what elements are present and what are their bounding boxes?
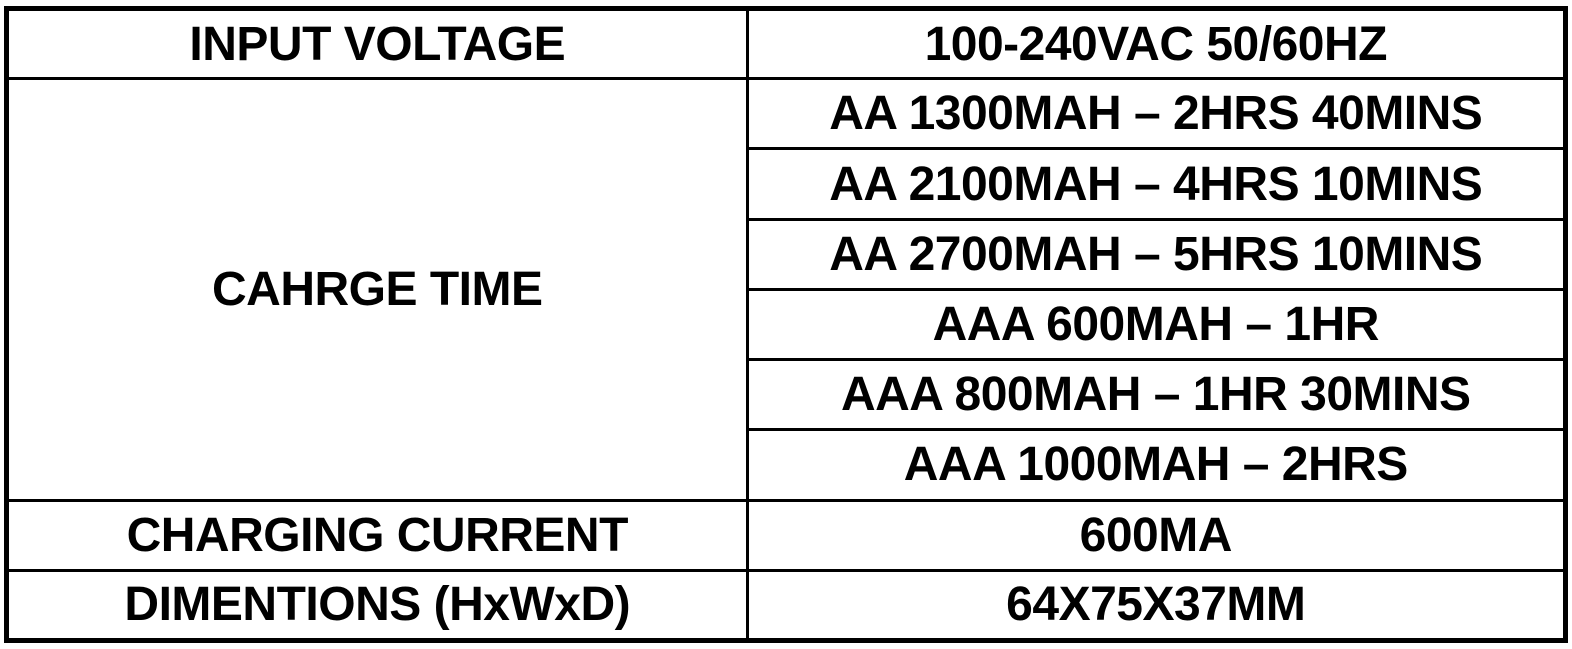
table-row: AA 2700MAH – 5HRS 10MINS: [7, 217, 1568, 291]
spec-value-charge-time-aaa-600: AAA 600MAH – 1HR: [745, 287, 1568, 362]
spec-value-charge-time-aa-2700: AA 2700MAH – 5HRS 10MINS: [745, 217, 1568, 291]
spec-value-charging-current: 600MA: [745, 498, 1568, 572]
table-row: DIMENTIONS (HxWxD) 64X75X37MM: [5, 568, 1568, 643]
spec-label-charge-time: CAHRGE TIME: [5, 77, 749, 502]
table-row: AAA 600MAH – 1HR: [7, 287, 1568, 362]
table-row: CAHRGE TIME AA 1300MAH – 2HRS 40MINS: [5, 77, 1568, 502]
spec-label-dimensions: DIMENTIONS (HxWxD): [5, 568, 749, 643]
spec-value-charge-time-aaa-1000: AAA 1000MAH – 2HRS: [745, 428, 1568, 502]
spec-value-input-voltage: 100-240VAC 50/60HZ: [745, 6, 1568, 81]
spec-label-charging-current: CHARGING CURRENT: [5, 498, 749, 572]
table-row: AAA 800MAH – 1HR 30MINS: [7, 358, 1568, 432]
spec-value-charge-time-aa-1300: AA 1300MAH – 2HRS 40MINS: [745, 77, 1568, 151]
table-row: CHARGING CURRENT 600MA: [5, 498, 1568, 572]
table-row: AA 2100MAH – 4HRS 10MINS: [7, 147, 1568, 221]
table-row: AAA 1000MAH – 2HRS: [7, 428, 1568, 502]
table-row: INPUT VOLTAGE 100-240VAC 50/60HZ: [5, 6, 1568, 81]
spec-value-charge-time-aa-2100: AA 2100MAH – 4HRS 10MINS: [745, 147, 1568, 221]
spec-table: INPUT VOLTAGE 100-240VAC 50/60HZ CAHRGE …: [4, 6, 1568, 643]
spec-label-input-voltage: INPUT VOLTAGE: [5, 6, 749, 81]
spec-value-charge-time-aaa-800: AAA 800MAH – 1HR 30MINS: [745, 358, 1568, 432]
spec-value-dimensions: 64X75X37MM: [745, 568, 1568, 643]
